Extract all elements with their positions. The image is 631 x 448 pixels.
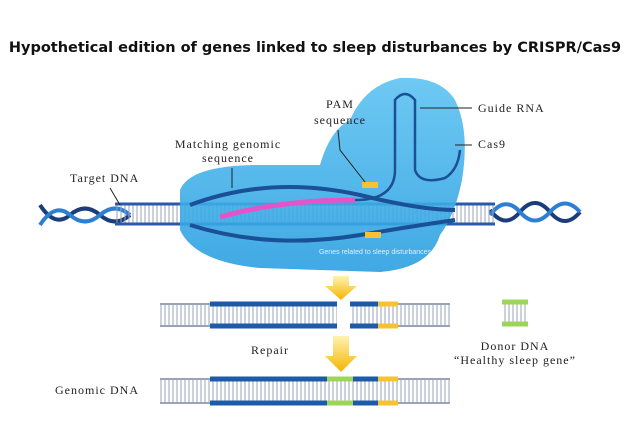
cas9-label: Cas9 xyxy=(478,137,506,151)
arrow xyxy=(325,336,357,372)
dna-open-bottom xyxy=(189,218,456,243)
guide-rna xyxy=(354,92,462,202)
pam xyxy=(365,232,381,238)
genes-label: Genes related to sleep disturbances xyxy=(319,249,432,256)
guide-rna-label: Guide RNA xyxy=(478,101,545,115)
genomic-dna-label: Genomic DNA xyxy=(55,383,139,397)
arrow xyxy=(325,276,357,300)
cut-dna xyxy=(160,301,450,329)
leader xyxy=(337,129,366,183)
cas9 xyxy=(180,77,465,272)
pam xyxy=(362,182,378,188)
genomic-dna xyxy=(160,376,450,406)
matching-label: sequence xyxy=(202,151,254,165)
guide-match xyxy=(219,197,356,220)
repair-label: Repair xyxy=(251,343,289,357)
target-dna-label: Target DNA xyxy=(70,171,139,185)
helix-right xyxy=(488,201,582,223)
donor-label: Donor DNA xyxy=(481,339,550,353)
leader xyxy=(109,187,121,206)
donor-dna xyxy=(502,299,528,327)
title: Hypothetical edition of genes linked to … xyxy=(9,40,621,56)
dna-open-top xyxy=(189,185,456,212)
pam-label: PAM xyxy=(326,97,354,111)
matching-label: Matching genomic xyxy=(175,137,281,151)
pam-label: sequence xyxy=(314,113,366,127)
donor-label: “Healthy sleep gene” xyxy=(454,353,576,367)
